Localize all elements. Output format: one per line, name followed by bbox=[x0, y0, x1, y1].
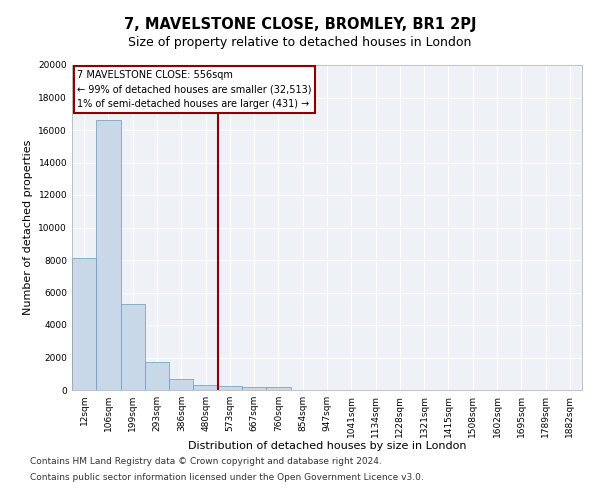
Bar bbox=[193, 384, 218, 390]
Text: 7 MAVELSTONE CLOSE: 556sqm
← 99% of detached houses are smaller (32,513)
1% of s: 7 MAVELSTONE CLOSE: 556sqm ← 99% of deta… bbox=[77, 70, 311, 110]
Text: Contains public sector information licensed under the Open Government Licence v3: Contains public sector information licen… bbox=[30, 472, 424, 482]
Bar bbox=[145, 362, 169, 390]
Text: Contains HM Land Registry data © Crown copyright and database right 2024.: Contains HM Land Registry data © Crown c… bbox=[30, 458, 382, 466]
X-axis label: Distribution of detached houses by size in London: Distribution of detached houses by size … bbox=[188, 441, 466, 451]
Text: 7, MAVELSTONE CLOSE, BROMLEY, BR1 2PJ: 7, MAVELSTONE CLOSE, BROMLEY, BR1 2PJ bbox=[124, 18, 476, 32]
Bar bbox=[72, 258, 96, 390]
Bar bbox=[121, 304, 145, 390]
Bar bbox=[169, 379, 193, 390]
Bar bbox=[218, 386, 242, 390]
Bar bbox=[96, 120, 121, 390]
Y-axis label: Number of detached properties: Number of detached properties bbox=[23, 140, 33, 315]
Text: Size of property relative to detached houses in London: Size of property relative to detached ho… bbox=[128, 36, 472, 49]
Bar bbox=[242, 387, 266, 390]
Bar bbox=[266, 387, 290, 390]
